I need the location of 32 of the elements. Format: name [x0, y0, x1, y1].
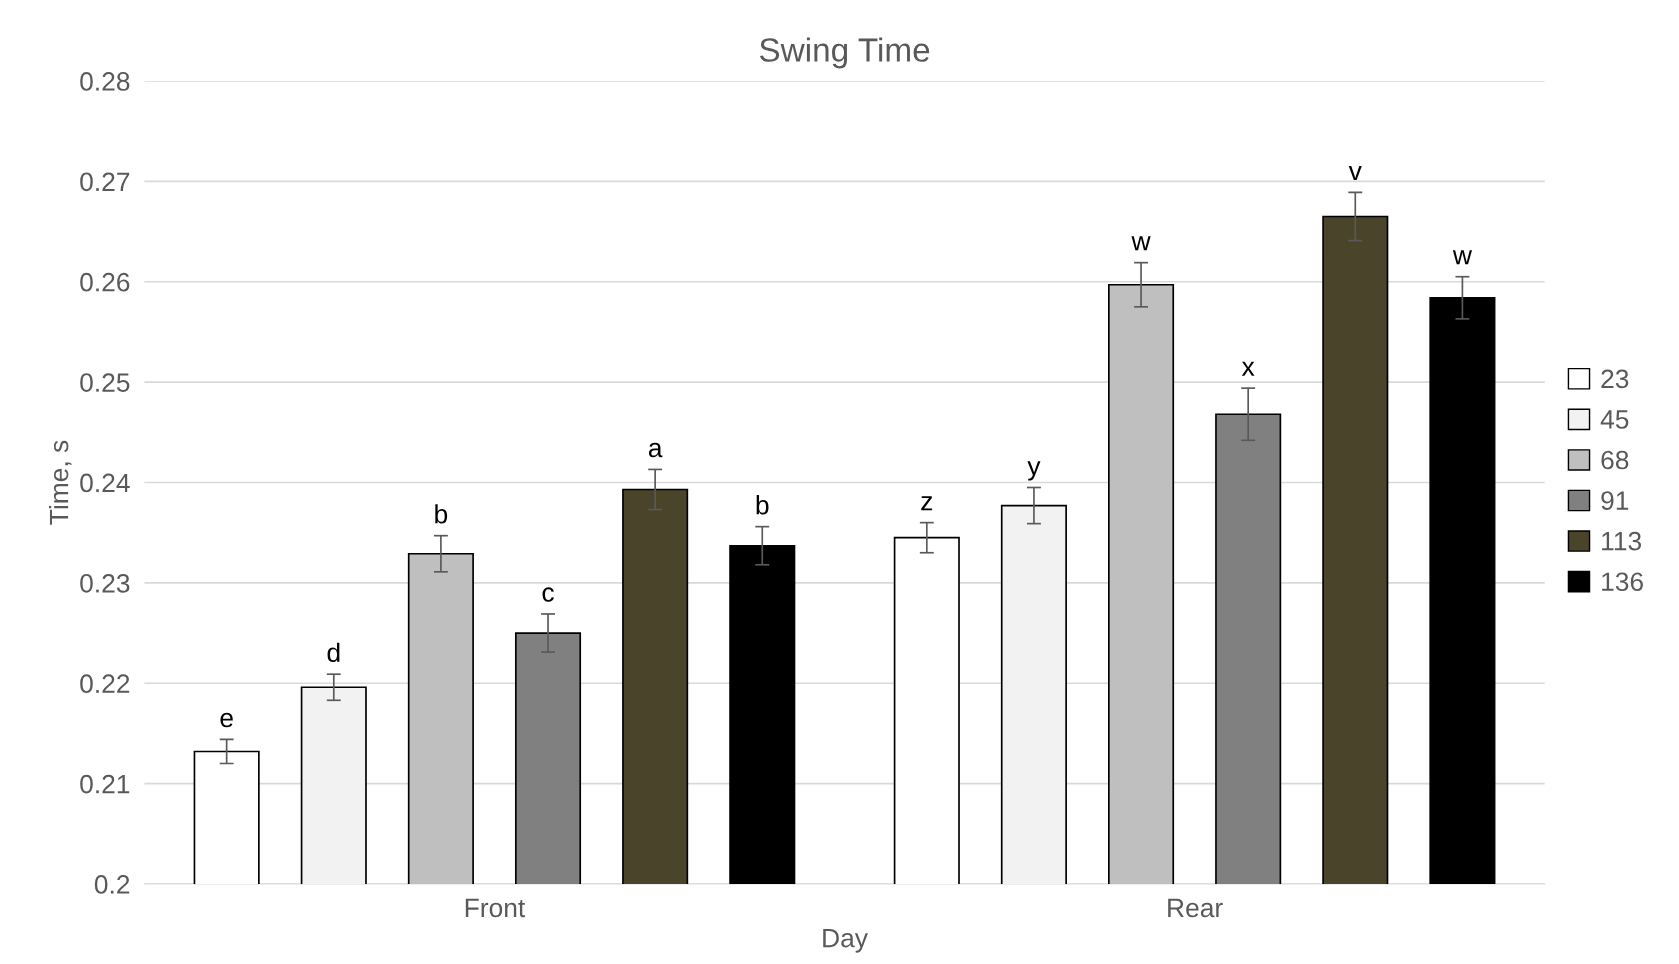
data-label: a: [648, 442, 663, 458]
data-label: y: [1027, 461, 1041, 481]
legend-label: 136: [1602, 572, 1643, 592]
legend-label: 68: [1601, 450, 1629, 470]
legend-label: 113: [1602, 531, 1642, 551]
data-label: e: [220, 712, 233, 728]
y-tick-label: 0.26: [80, 272, 130, 292]
x-tick-label: Front: [465, 898, 526, 918]
x-axis-title: Day: [823, 929, 868, 953]
data-label: w: [1131, 236, 1151, 251]
x-tick-label: Rear: [1168, 898, 1223, 918]
data-label: w: [1452, 250, 1473, 265]
y-tick-label: 0.2: [94, 875, 130, 894]
data-label: b: [756, 495, 769, 515]
y-tick-label: 0.28: [80, 72, 130, 91]
legend-label: 45: [1600, 410, 1629, 429]
legend-label: 91: [1601, 491, 1629, 510]
y-tick-label: 0.27: [80, 172, 130, 192]
data-label: c: [542, 587, 554, 602]
y-tick-label: 0.21: [80, 774, 130, 794]
data-label: x: [1241, 361, 1255, 376]
data-label: b: [435, 504, 448, 524]
y-tick-label: 0.24: [80, 473, 130, 493]
y-axis-title: Time, s: [48, 440, 72, 525]
y-tick-label: 0.23: [80, 573, 130, 593]
legend-label: 23: [1601, 369, 1629, 389]
data-label: z: [921, 496, 933, 511]
data-label: v: [1348, 166, 1362, 180]
chart-title: Swing Time: [759, 37, 930, 69]
y-tick-label: 0.22: [80, 674, 130, 694]
data-label: d: [327, 642, 340, 663]
y-tick-label: 0.25: [80, 373, 130, 392]
